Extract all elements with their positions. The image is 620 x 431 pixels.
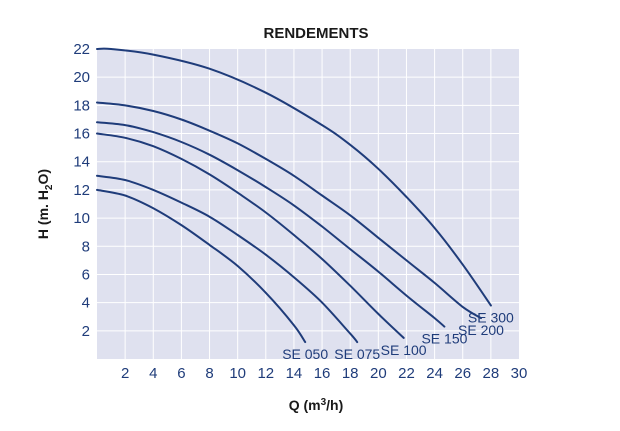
x-tick-label: 26 xyxy=(454,365,471,382)
x-tick-label: 16 xyxy=(314,365,331,382)
x-tick-label: 2 xyxy=(121,365,129,382)
series-line-se-200 xyxy=(96,101,482,320)
x-tick-label: 30 xyxy=(511,365,528,382)
series-label-se-200: SE 200 xyxy=(458,322,504,338)
series-line-se-150 xyxy=(96,121,446,328)
chart-title: RENDEMENTS xyxy=(263,25,368,42)
y-tick-label: 10 xyxy=(73,210,90,227)
series-line-se-050 xyxy=(96,188,307,344)
x-tick-label: 8 xyxy=(205,365,213,382)
series-label-se-100: SE 100 xyxy=(381,342,427,358)
series-line-se-100 xyxy=(96,132,405,339)
series-line-se-300 xyxy=(96,47,492,307)
x-tick-label: 4 xyxy=(149,365,157,382)
tick-labels: 2 4 6 8 10 12 14 16 18 20 22 24 26 28 3024681012141618… xyxy=(73,41,527,382)
x-tick-label: 6 xyxy=(177,365,185,382)
x-tick-label: 18 xyxy=(342,365,359,382)
series-line-se-075 xyxy=(96,174,359,344)
y-tick-label: 2 xyxy=(82,323,90,340)
x-tick-label: 14 xyxy=(286,365,303,382)
y-tick-label: 22 xyxy=(73,41,90,58)
series-label-se-300: SE 300 xyxy=(468,309,514,325)
x-tick-label: 24 xyxy=(426,365,443,382)
y-tick-label: 12 xyxy=(73,182,90,199)
y-tick-label: 6 xyxy=(82,266,90,283)
x-axis-label: Q (m3/h) xyxy=(289,397,344,413)
x-tick-label: 10 xyxy=(229,365,246,382)
x-tick-label: 22 xyxy=(398,365,415,382)
y-tick-label: 8 xyxy=(82,238,90,255)
x-tick-label: 12 xyxy=(257,365,274,382)
y-axis-label: H (m. H2O) xyxy=(35,169,55,239)
plot-area xyxy=(97,49,519,359)
x-tick-label: 28 xyxy=(483,365,500,382)
y-tick-label: 16 xyxy=(73,126,90,143)
series-curves xyxy=(96,47,492,344)
y-tick-label: 4 xyxy=(82,295,90,312)
series-label-se-075: SE 075 xyxy=(334,346,380,362)
x-tick-label: 20 xyxy=(370,365,387,382)
y-tick-label: 18 xyxy=(73,97,90,114)
y-tick-label: 20 xyxy=(73,69,90,86)
series-label-se-050: SE 050 xyxy=(282,346,328,362)
y-tick-label: 14 xyxy=(73,154,90,171)
series-label-se-150: SE 150 xyxy=(421,331,467,347)
